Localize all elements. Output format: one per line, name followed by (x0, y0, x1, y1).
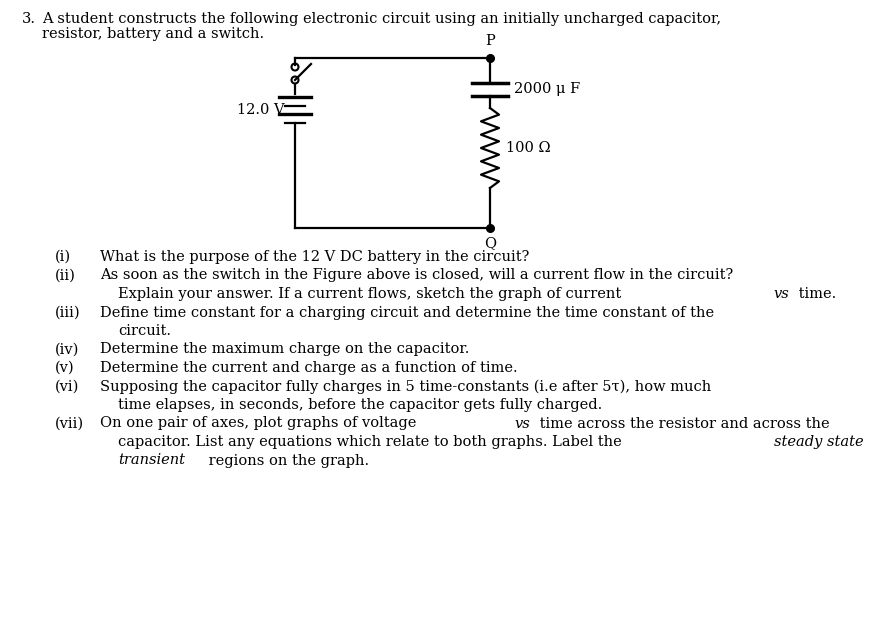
Text: Determine the maximum charge on the capacitor.: Determine the maximum charge on the capa… (100, 342, 470, 357)
Text: Determine the current and charge as a function of time.: Determine the current and charge as a fu… (100, 361, 517, 375)
Text: (iv): (iv) (55, 342, 80, 357)
Text: transient: transient (118, 454, 185, 467)
Text: (i): (i) (55, 250, 71, 264)
Text: On one pair of axes, plot graphs of voltage: On one pair of axes, plot graphs of volt… (100, 417, 421, 431)
Text: (v): (v) (55, 361, 74, 375)
Text: What is the purpose of the 12 V DC battery in the circuit?: What is the purpose of the 12 V DC batte… (100, 250, 529, 264)
Text: 100 Ω: 100 Ω (506, 141, 550, 155)
Text: A student constructs the following electronic circuit using an initially uncharg: A student constructs the following elect… (42, 12, 721, 26)
Text: Explain your answer. If a current flows, sketch the graph of current: Explain your answer. If a current flows,… (118, 287, 626, 301)
Text: regions on the graph.: regions on the graph. (205, 454, 369, 467)
Text: steady state: steady state (774, 435, 864, 449)
Text: Define time constant for a charging circuit and determine the time constant of t: Define time constant for a charging circ… (100, 305, 714, 320)
Text: time.: time. (794, 287, 835, 301)
Text: (vi): (vi) (55, 379, 80, 394)
Text: time across the resistor and across the: time across the resistor and across the (534, 417, 829, 431)
Text: 3.: 3. (22, 12, 36, 26)
Text: Q: Q (484, 236, 496, 250)
Text: (iii): (iii) (55, 305, 81, 320)
Text: (ii): (ii) (55, 268, 76, 282)
Text: resistor, battery and a switch.: resistor, battery and a switch. (42, 27, 264, 41)
Text: Supposing the capacitor fully charges in 5 time-constants (i.e after 5τ), how mu: Supposing the capacitor fully charges in… (100, 379, 711, 394)
Text: capacitor. List any equations which relate to both graphs. Label the: capacitor. List any equations which rela… (118, 435, 626, 449)
Text: time elapses, in seconds, before the capacitor gets fully charged.: time elapses, in seconds, before the cap… (118, 398, 602, 412)
Text: vs: vs (514, 417, 530, 431)
Text: As soon as the switch in the Figure above is closed, will a current flow in the : As soon as the switch in the Figure abov… (100, 268, 734, 282)
Text: 12.0 V: 12.0 V (237, 103, 284, 117)
Text: (vii): (vii) (55, 417, 84, 431)
Text: 2000 μ F: 2000 μ F (514, 82, 580, 96)
Text: P: P (486, 34, 495, 48)
Text: vs: vs (773, 287, 789, 301)
Text: circuit.: circuit. (118, 324, 171, 338)
